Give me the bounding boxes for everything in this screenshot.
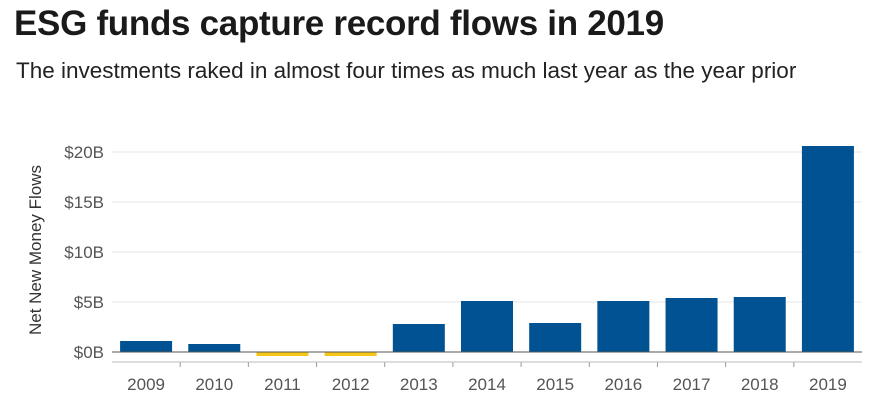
y-axis-label: Net New Money Flows: [26, 165, 45, 335]
bar-2010: [188, 344, 241, 352]
bar-2009: [120, 341, 173, 352]
bar-2014: [461, 301, 513, 352]
chart-subtitle: The investments raked in almost four tim…: [16, 58, 797, 83]
bar-2013: [392, 324, 445, 352]
x-tick-label: 2013: [400, 375, 438, 394]
x-tick-label: 2012: [332, 375, 370, 394]
gridlines: [112, 151, 862, 303]
x-tick-label: 2017: [673, 375, 711, 394]
x-tick-label: 2010: [195, 375, 233, 394]
x-tick-label: 2019: [809, 375, 847, 394]
bar-2011: [256, 352, 309, 356]
x-tick-label: 2011: [264, 375, 301, 394]
y-tick-label: $10B: [64, 243, 104, 262]
y-tick-label: $5B: [74, 293, 104, 312]
x-axis-ticks: 2009 2010 2011 2012 2013 2014 2015 2016 2017 2018…: [112, 361, 862, 394]
x-tick-label: 2015: [536, 375, 574, 394]
y-tick-label: $0B: [74, 343, 104, 362]
chart-title: ESG funds capture record flows in 2019: [14, 4, 664, 43]
bar-2017: [665, 298, 718, 352]
bar-2012: [324, 352, 377, 356]
bar-2016: [597, 301, 650, 352]
bar-2019: [801, 146, 854, 352]
y-axis-ticks: $0B $5B $10B $15B $20B: [64, 143, 104, 362]
x-tick-label: 2014: [468, 375, 506, 394]
bar-2015: [529, 323, 582, 352]
bar-2018: [733, 297, 786, 352]
y-tick-label: $15B: [64, 193, 104, 212]
y-tick-label: $20B: [64, 143, 104, 162]
x-tick-label: 2016: [604, 375, 642, 394]
x-tick-label: 2009: [127, 375, 165, 394]
bars: [112, 146, 862, 356]
x-tick-label: 2018: [741, 375, 779, 394]
